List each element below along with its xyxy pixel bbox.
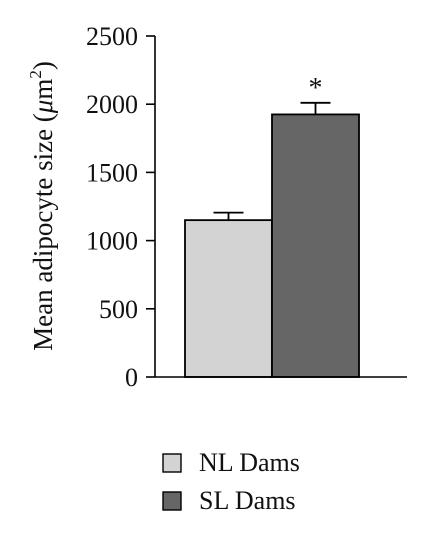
legend-swatch [162, 453, 182, 473]
y-tick-label: 2000 [86, 90, 138, 119]
legend-label: SL Dams [199, 486, 296, 515]
bar [271, 113, 360, 378]
y-axis-label: Mean adipocyte size (μm2) [26, 61, 58, 351]
bar [184, 219, 273, 378]
y-axis-label-unit: m [28, 79, 58, 100]
significance-marker: * [309, 73, 323, 104]
y-axis-label-suffix: ) [28, 61, 58, 70]
y-axis: 0 500 1000 1500 2000 2500 [86, 22, 156, 392]
y-tick-label: 0 [125, 363, 138, 392]
legend: NL Dams SL Dams [162, 448, 300, 515]
plot-area: * [184, 73, 360, 378]
y-tick-label: 2500 [86, 22, 138, 51]
y-tick-label: 1000 [86, 227, 138, 256]
y-axis-label-mu: μ [28, 100, 58, 115]
y-axis-label-prefix: Mean adipocyte size ( [28, 113, 58, 351]
y-tick-label: 500 [99, 295, 138, 324]
legend-label: NL Dams [199, 448, 300, 477]
y-axis-label-exponent: 2 [26, 70, 45, 79]
y-tick-label: 1500 [86, 158, 138, 187]
legend-swatch [162, 491, 182, 511]
